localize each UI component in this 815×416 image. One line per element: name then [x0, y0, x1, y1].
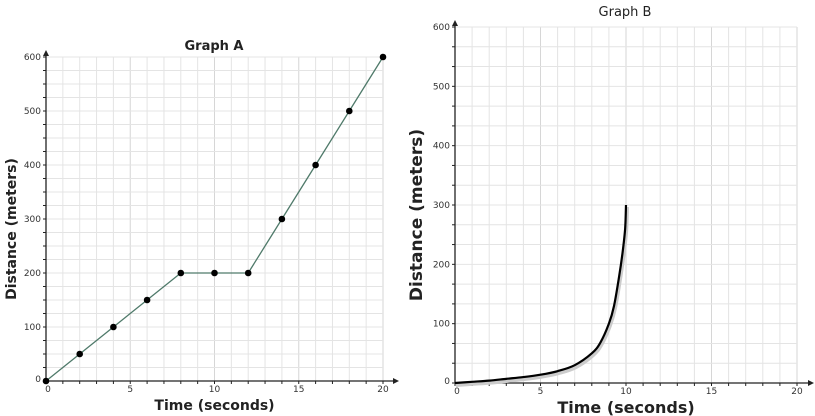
- x-tick-label: 5: [127, 385, 133, 395]
- y-tick-label: 600: [433, 23, 450, 33]
- y-tick-label: 200: [24, 269, 41, 279]
- y-tick-label: 0: [444, 377, 450, 387]
- data-point: [379, 53, 387, 61]
- x-tick-label: 15: [706, 387, 717, 397]
- data-point: [42, 377, 50, 385]
- x-tick-label: 10: [209, 385, 221, 395]
- data-point: [76, 350, 83, 358]
- series-shadow: [455, 206, 629, 387]
- y-tick-label: 400: [24, 161, 41, 171]
- x-tick-label: 5: [538, 387, 544, 397]
- x-tick-label: 20: [791, 387, 803, 397]
- data-point: [211, 269, 218, 277]
- x-tick-label: 0: [45, 385, 51, 395]
- y-axis-label: Distance (meters): [4, 158, 20, 300]
- y-tick-label: 500: [433, 82, 450, 92]
- x-axis-label: Time (seconds): [557, 398, 694, 416]
- x-tick-label: 0: [454, 387, 460, 397]
- chart-title: Graph B: [599, 5, 652, 20]
- data-point: [110, 323, 117, 331]
- y-axis-arrow-icon: [43, 50, 49, 56]
- series-curve: [454, 204, 628, 385]
- data-point: [312, 161, 319, 169]
- y-tick-label: 300: [433, 201, 450, 211]
- data-point: [143, 296, 151, 304]
- y-axis-label: Distance (meters): [407, 129, 427, 301]
- data-point: [177, 269, 185, 277]
- data-point: [244, 269, 252, 277]
- y-tick-label: 200: [433, 260, 450, 270]
- y-tick-label: 100: [433, 320, 450, 330]
- y-tick-label: 400: [433, 142, 450, 152]
- y-tick-label: 0: [35, 375, 41, 385]
- data-point: [346, 107, 353, 115]
- x-tick-label: 20: [377, 385, 389, 395]
- y-tick-label: 600: [24, 53, 41, 63]
- y-tick-label: 500: [24, 107, 41, 117]
- x-axis-arrow-icon: [393, 378, 399, 384]
- x-axis-label: Time (seconds): [154, 398, 274, 414]
- chart-title: Graph A: [184, 39, 243, 54]
- data-point: [278, 215, 286, 223]
- y-tick-label: 100: [24, 323, 41, 333]
- y-axis-arrow-icon: [452, 20, 458, 26]
- x-tick-label: 10: [620, 387, 632, 397]
- x-axis-arrow-icon: [808, 380, 814, 386]
- x-tick-label: 15: [293, 385, 304, 395]
- y-tick-label: 300: [24, 215, 41, 225]
